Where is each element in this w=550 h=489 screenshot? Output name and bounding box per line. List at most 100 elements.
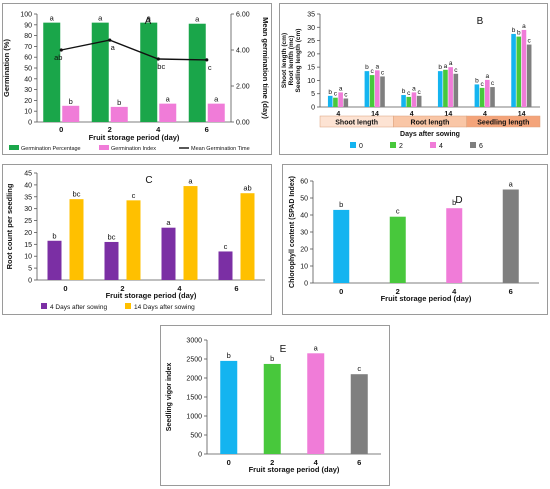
bar-letter: b: [512, 27, 516, 34]
x-tick-label: 14: [371, 111, 379, 118]
legend-swatch: [470, 142, 476, 148]
legend-label: 14 Days after sowing: [134, 304, 195, 311]
bar-series-0: [327, 95, 333, 107]
panel-label: C: [145, 175, 152, 186]
bar-4-days: [47, 240, 62, 280]
x-axis-title: Fruit storage period (day): [89, 133, 180, 142]
line-point: [156, 57, 160, 61]
bar-series-4: [411, 92, 417, 107]
line-point: [108, 38, 112, 42]
bar-series-6: [343, 98, 349, 107]
y-tick-label: 30: [300, 230, 308, 237]
y-tick-label: 60: [300, 179, 308, 186]
line-letter: ab: [54, 53, 62, 62]
bar-letter: c: [357, 364, 361, 373]
bar-letter: a: [314, 343, 319, 352]
bar-letter: b: [517, 30, 521, 37]
bar-6: [502, 189, 519, 283]
x-tick-label: 4: [177, 284, 182, 293]
x-tick-label: 4: [483, 111, 487, 118]
bar-series-6: [526, 44, 532, 107]
x-tick-label: 6: [205, 125, 209, 134]
chart-B: Shoot length (cm) Root lenfth (mc) Seedlin…: [281, 12, 541, 150]
panel-D: Chlorophyll content (SPAD Index) 0 10 20 30 4…: [282, 164, 548, 315]
x-tick-label: 2: [108, 125, 112, 134]
panel-label: E: [280, 344, 287, 355]
bar-series-4: [521, 29, 527, 108]
x-tick-label: 0: [63, 284, 67, 293]
panel-label: D: [455, 195, 462, 206]
bar-4: [307, 353, 325, 454]
chart-A: Germination (%) Mean germination time (da…: [3, 12, 270, 153]
bar-14-days: [240, 193, 255, 280]
bar-letter: c: [528, 38, 532, 45]
bar-germination-percentage: [140, 22, 158, 122]
bar-germination-percentage: [43, 22, 61, 122]
x-tick-label: 14: [518, 111, 526, 118]
y-tick-label: 80: [24, 33, 32, 40]
bar-2: [263, 363, 281, 454]
y-tick-label: 500: [190, 433, 202, 440]
y-tick-label: 10: [307, 78, 315, 85]
bar-letter: a: [166, 218, 171, 227]
bar-letter: b: [328, 89, 332, 96]
x-axis-title: Days after sowing: [400, 131, 460, 138]
bar-0: [333, 209, 350, 283]
bar-letter: c: [224, 242, 228, 251]
y-tick-label: 4.00: [236, 48, 250, 55]
y-tick-label: 2000: [186, 376, 202, 383]
bar-4: [446, 208, 463, 283]
bar-series-4: [338, 92, 343, 107]
y-axis-title: Germination (%): [3, 39, 11, 97]
x-tick-label: 14: [444, 111, 452, 118]
bar-letter: a: [50, 14, 55, 23]
y-axis-title: Root lenfth (mc): [288, 36, 295, 86]
bar-letter: a: [214, 95, 219, 104]
bar-germination-index: [110, 106, 128, 122]
legend-label: 6: [479, 143, 483, 150]
line-letter: c: [208, 63, 212, 72]
y-tick-label: 20: [307, 51, 315, 58]
y-tick-label: 35: [24, 194, 32, 201]
y-axis-title-right: Mean germination time (day): [261, 17, 270, 119]
bar-germination-index: [207, 103, 225, 122]
bar-letter: a: [412, 85, 416, 92]
x-tick-label: 2: [270, 458, 274, 467]
legend-label: 0: [359, 143, 363, 150]
panel-label: B: [477, 16, 484, 27]
bar-letter: b: [227, 351, 231, 360]
line-point: [59, 48, 63, 52]
x-tick-label: 6: [357, 458, 361, 467]
bar-14-days: [183, 186, 198, 280]
bar-0: [220, 360, 238, 454]
y-tick-label: 1000: [186, 414, 202, 421]
x-tick-label: 0: [59, 125, 63, 134]
chart-C: Root count per seedling05101520253035404…: [5, 171, 265, 311]
y-tick-label: 10: [300, 264, 308, 271]
bar-series-2: [406, 96, 412, 107]
x-tick-label: 6: [509, 287, 513, 296]
bar-series-0: [364, 71, 370, 107]
legend-swatch: [390, 142, 396, 148]
bar-series-0: [474, 84, 480, 107]
bar-letter: c: [132, 191, 136, 200]
legend-swatch: [99, 145, 109, 150]
bar-letter: b: [402, 88, 406, 95]
y-tick-label: 40: [24, 182, 32, 189]
y-axis-title: Seedling vigor index: [166, 363, 173, 432]
bar-germination-percentage: [188, 23, 206, 122]
bar-letter: a: [147, 14, 152, 23]
legend-swatch: [41, 303, 47, 309]
bar-letter: b: [270, 354, 274, 363]
panel-C: Root count per seedling 0 5 10 15 20 25 30 35 40 4…: [2, 164, 272, 315]
legend-label: 4 Days after sowing: [50, 304, 107, 311]
bar-letter: b: [69, 97, 73, 106]
x-tick-label: 4: [156, 125, 161, 134]
bar-series-4: [448, 67, 453, 107]
bar-letter: a: [485, 73, 489, 80]
line-point: [205, 58, 209, 62]
bar-14-days: [69, 199, 84, 280]
bar-series-4: [375, 70, 380, 107]
line-letter: a: [111, 43, 116, 52]
bar-6: [350, 374, 368, 454]
